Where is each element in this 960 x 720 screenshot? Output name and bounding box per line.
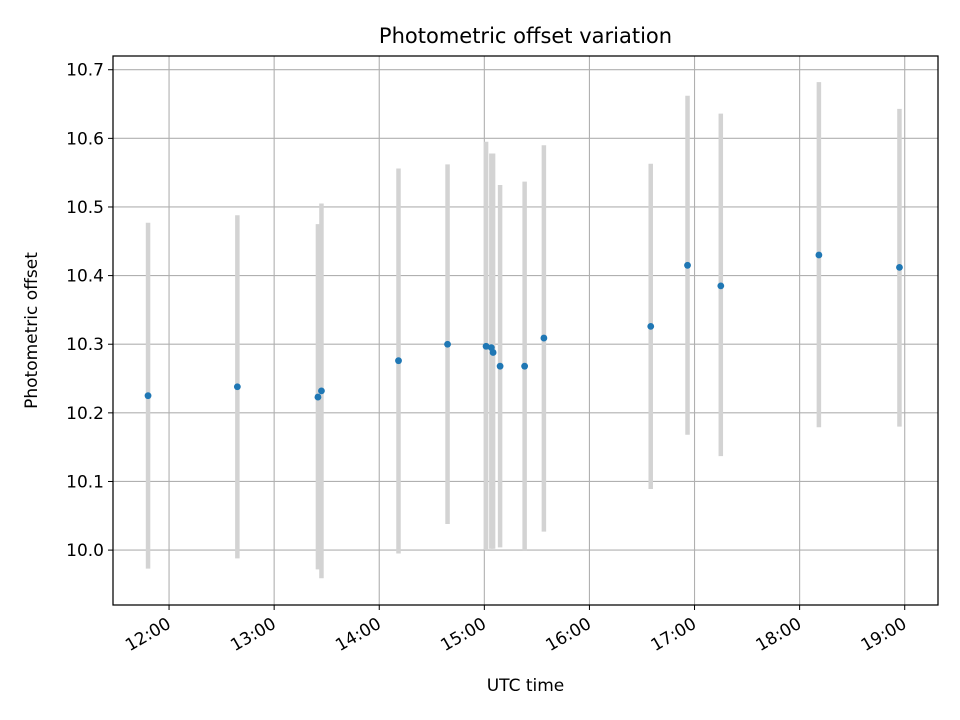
data-point [233, 383, 241, 391]
data-point [489, 349, 497, 356]
y-axis-ticks: 10.0 10.1 10.2 10.3 10.4 10.5 10.6 10.7 [66, 61, 113, 561]
data-point [144, 392, 152, 400]
y-tick-label: 10.2 [66, 404, 104, 424]
data-point [444, 340, 451, 348]
y-tick-label: 10.6 [66, 129, 104, 149]
chart-title: Photometric offset variation [379, 24, 672, 48]
plot-frame [112, 55, 939, 606]
y-tick-label: 10.5 [66, 198, 104, 218]
data-point [815, 251, 823, 259]
data-point [482, 342, 490, 350]
y-tick-label: 10.3 [66, 335, 104, 355]
data-points [144, 251, 903, 401]
x-axis-label: UTC time [487, 676, 565, 696]
data-point [717, 282, 725, 290]
data-point [647, 322, 655, 330]
data-point [395, 357, 402, 365]
y-tick-label: 10.1 [66, 472, 104, 492]
y-tick-label: 10.4 [66, 267, 104, 287]
data-point [521, 362, 529, 370]
data-point [314, 393, 322, 401]
data-point [318, 387, 325, 395]
y-tick-label: 10.0 [66, 541, 104, 561]
data-point [684, 261, 691, 269]
y-tick-label: 10.7 [66, 61, 104, 81]
data-point [496, 362, 504, 370]
data-point [540, 334, 548, 342]
data-point [896, 263, 903, 271]
y-axis-label: Photometric offset [22, 252, 42, 409]
